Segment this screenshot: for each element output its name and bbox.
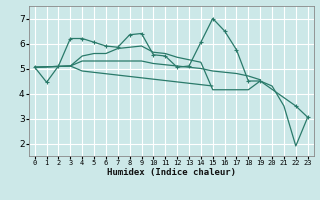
X-axis label: Humidex (Indice chaleur): Humidex (Indice chaleur) <box>107 168 236 177</box>
